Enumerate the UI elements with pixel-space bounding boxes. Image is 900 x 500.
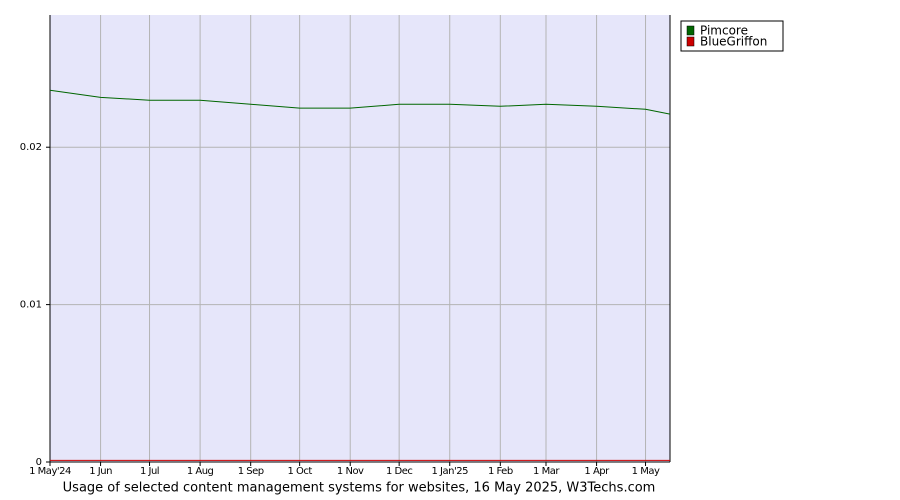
- x-tick-label: 1 Apr: [584, 466, 610, 477]
- x-tick-label: 1 Jun: [89, 466, 112, 477]
- x-tick-label: 1 Oct: [287, 466, 312, 477]
- x-tick-label: 1 Jul: [140, 466, 159, 477]
- legend-swatch: [686, 36, 695, 47]
- x-tick-label: 1 Aug: [187, 466, 214, 477]
- plot-area: [50, 15, 670, 462]
- legend-swatch: [686, 25, 695, 36]
- x-tick-label: 1 Mar: [533, 466, 560, 477]
- y-tick-label: 0: [36, 457, 42, 468]
- legend-label: BlueGriffon: [700, 35, 767, 49]
- x-tick-label: 1 Nov: [337, 466, 364, 477]
- legend-label: Pimcore: [700, 24, 748, 38]
- x-tick-label: 1 May'24: [29, 466, 71, 477]
- series-line: [49, 89, 671, 115]
- x-tick-label: 1 Feb: [488, 466, 513, 477]
- y-tick-label: 0.02: [20, 142, 42, 153]
- y-tick-label: 0.01: [20, 300, 42, 311]
- x-tick-label: 1 Sep: [238, 466, 264, 477]
- legend-box: [680, 20, 784, 52]
- x-tick-label: 1 May: [632, 466, 660, 477]
- x-tick-label: 1 Dec: [386, 466, 412, 477]
- x-tick-label: 1 Jan'25: [432, 466, 469, 477]
- caption: Usage of selected content management sys…: [63, 481, 656, 496]
